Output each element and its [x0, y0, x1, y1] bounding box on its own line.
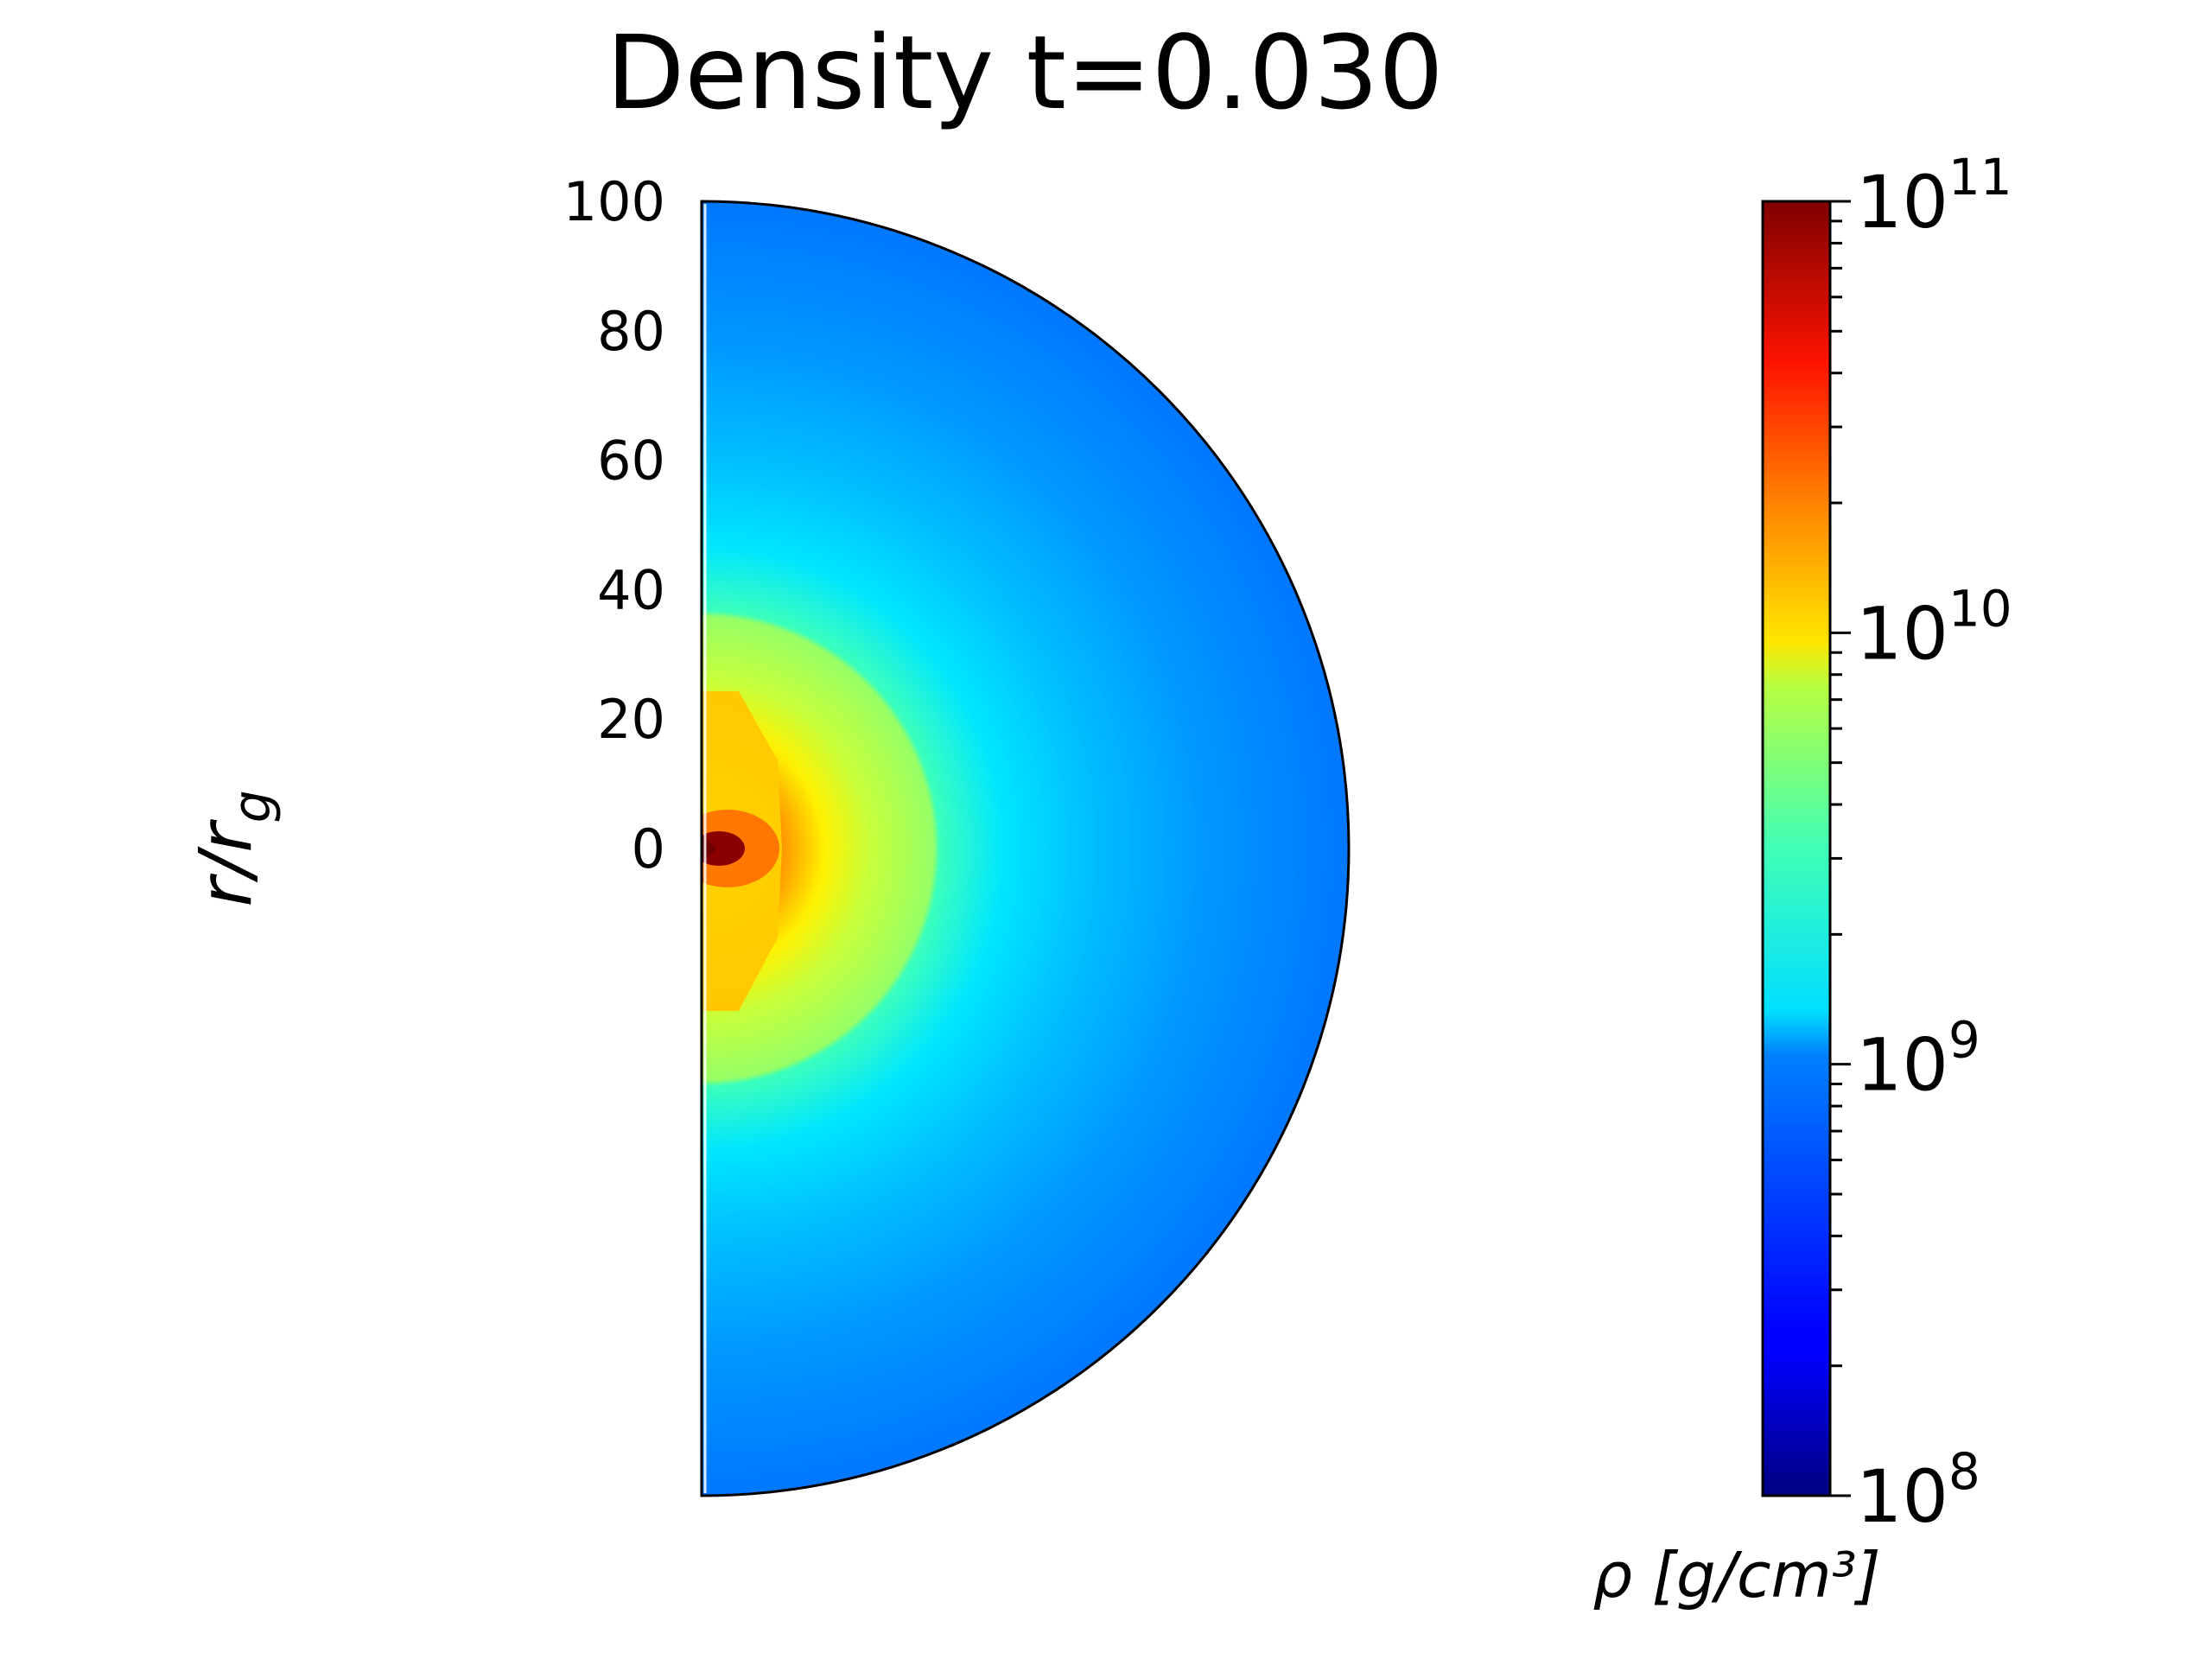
- colorbar-tick-labels: 108 109 1010 1011: [1830, 148, 2012, 1539]
- y-tick-label-20: 20: [597, 688, 665, 751]
- colorbar-tick-label-1e10: 1010: [1856, 579, 2012, 676]
- colorbar-tick-label-1e8: 108: [1856, 1442, 1980, 1539]
- y-tick-label-100: 100: [563, 170, 665, 233]
- colorbar-tick-label-1e11: 1011: [1856, 148, 2012, 245]
- y-tick-label-40: 40: [597, 558, 665, 621]
- colorbar-tick-label-1e9: 109: [1856, 1011, 1980, 1108]
- y-axis-label: r/rg: [183, 790, 283, 906]
- y-tick-labels: 100 80 60 40 20 0: [563, 170, 665, 880]
- colorbar-gradient: [1761, 200, 1832, 1497]
- y-tick-label-80: 80: [597, 300, 665, 363]
- y-tick-label-60: 60: [597, 429, 665, 493]
- y-tick-label-0: 0: [632, 817, 665, 880]
- chart-title: Density t=0.030: [606, 13, 1443, 132]
- colorbar-label: ρ [g/cm³]: [1592, 1539, 1880, 1611]
- colorbar-minor-ticks: [1830, 219, 1842, 1368]
- colorbar: 108 109 1010 1011 ρ [g/cm³]: [1592, 148, 2012, 1611]
- disk-outline: [700, 200, 1351, 1497]
- density-field: [702, 201, 1349, 1496]
